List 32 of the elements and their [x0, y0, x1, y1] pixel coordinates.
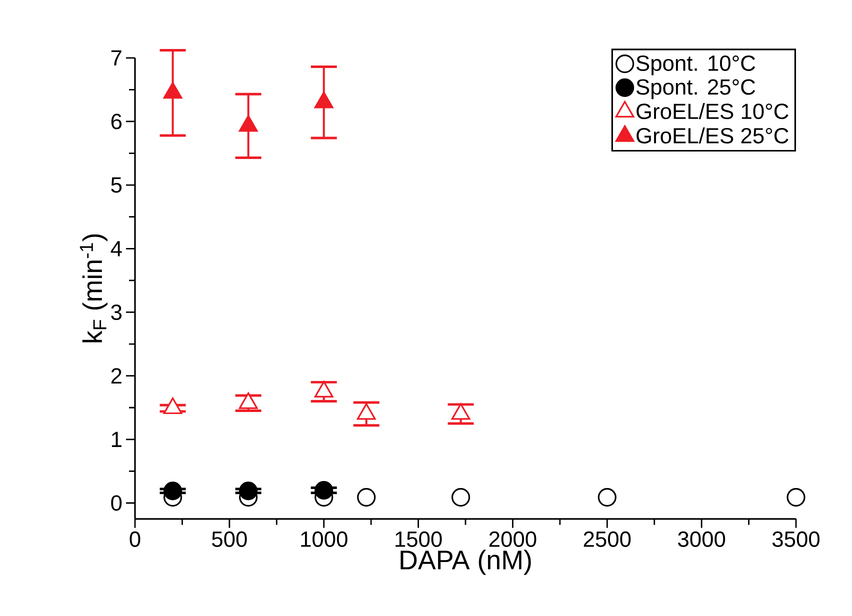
legend-label: GroEL/ES 10°C [636, 103, 788, 120]
y-tick-label: 3 [111, 304, 122, 320]
x-tick-label: 1500 [396, 531, 442, 547]
legend-label: Spont. 10°C [636, 55, 756, 76]
legend-label: GroEL/ES 25°C [636, 127, 788, 144]
y-tick-label: 5 [111, 177, 122, 193]
point [451, 488, 470, 507]
x-tick-label: 3500 [772, 531, 820, 547]
x-tick-label: 2500 [584, 531, 631, 547]
point [598, 488, 616, 507]
x-axis-title: DAPA (nM) [400, 550, 531, 575]
point [357, 488, 376, 507]
y-axis-title: k$_{F}$ (min$^{-1}$) [80, 234, 108, 342]
y-tick-label: 1 [112, 432, 122, 447]
y-tick-label: 2 [111, 368, 122, 384]
point [314, 92, 334, 108]
y-tick-label: 0 [111, 495, 122, 511]
x-tick-label: 1000 [301, 531, 348, 547]
y-tick-label: 7 [111, 50, 122, 66]
legend-label: Spont. 25°C [636, 79, 756, 100]
y-tick-label: 6 [111, 114, 122, 130]
x-tick-label: 3000 [678, 531, 726, 547]
point [239, 482, 258, 500]
point [238, 115, 258, 132]
y-tick-label: 4 [110, 241, 122, 256]
x-tick-label: 2000 [489, 531, 536, 547]
x-tick-label: 0 [130, 531, 140, 547]
point [163, 82, 182, 99]
point [163, 482, 182, 500]
point [314, 480, 334, 500]
x-tick-label: 500 [212, 531, 247, 547]
point [786, 488, 806, 507]
